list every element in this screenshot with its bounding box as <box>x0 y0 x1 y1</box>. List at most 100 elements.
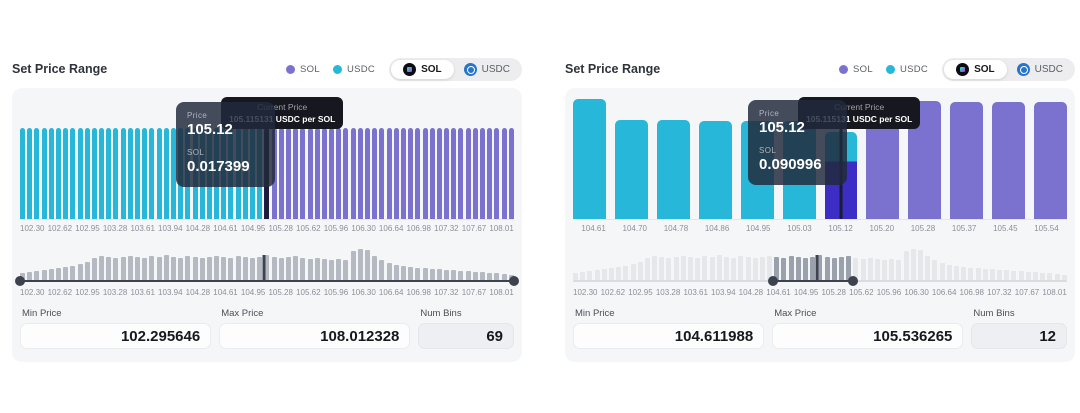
liquidity-bin-bar[interactable] <box>120 128 126 219</box>
liquidity-bin-bar[interactable] <box>48 128 54 219</box>
depth-bar <box>494 273 500 281</box>
liquidity-bin-bar[interactable] <box>127 128 133 219</box>
liquidity-bin-bar[interactable] <box>379 128 385 219</box>
liquidity-bin-bar[interactable] <box>84 128 90 219</box>
liquidity-bin-bar[interactable] <box>70 128 76 219</box>
liquidity-bin-bar[interactable] <box>63 128 69 219</box>
liquidity-bin-bar[interactable] <box>163 128 169 219</box>
brush-selection[interactable] <box>773 279 854 282</box>
max-price-input[interactable] <box>219 323 411 349</box>
brush-handle-left[interactable] <box>15 276 25 286</box>
brush-selection[interactable] <box>20 279 514 282</box>
liquidity-bin-bar[interactable] <box>386 128 392 219</box>
liquidity-bin-bar[interactable] <box>465 128 471 219</box>
liquidity-bin-bar[interactable] <box>300 128 306 219</box>
liquidity-bin-bar[interactable] <box>156 128 162 219</box>
liquidity-bin-bar[interactable] <box>113 128 119 219</box>
liquidity-bin-bar[interactable] <box>992 102 1026 219</box>
range-brush-slider[interactable] <box>15 248 519 286</box>
toggle-usdc-button[interactable]: USDC <box>1007 60 1073 79</box>
liquidity-bin-bar[interactable] <box>487 128 493 219</box>
liquidity-bin-bar[interactable] <box>321 128 327 219</box>
depth-bar <box>853 258 859 281</box>
depth-bar <box>472 272 478 281</box>
legend-label: SOL <box>853 63 873 75</box>
toggle-sol-button[interactable]: SOL <box>391 59 454 79</box>
depth-bar <box>142 258 148 281</box>
liquidity-bin-bar[interactable] <box>656 120 690 219</box>
liquidity-bin-bar[interactable] <box>343 128 349 219</box>
liquidity-bin-bar[interactable] <box>408 128 414 219</box>
liquidity-bin-bar[interactable] <box>106 128 112 219</box>
num-bins-input[interactable] <box>418 323 514 349</box>
liquidity-bin-bar[interactable] <box>135 128 140 219</box>
liquidity-bin-bar[interactable] <box>614 120 648 219</box>
liquidity-bin-bar[interactable] <box>422 128 428 219</box>
sol-dot-icon <box>286 64 296 74</box>
liquidity-bin-bar[interactable] <box>573 99 606 219</box>
min-price-input[interactable] <box>20 323 212 349</box>
liquidity-bin-bar[interactable] <box>336 128 342 219</box>
liquidity-bin-bar[interactable] <box>400 128 406 219</box>
liquidity-bin-bar[interactable] <box>480 128 485 219</box>
liquidity-bin-bar[interactable] <box>329 128 335 219</box>
max-price-input[interactable] <box>772 323 964 349</box>
range-brush-slider[interactable] <box>573 248 1067 286</box>
min-price-input[interactable] <box>573 323 765 349</box>
liquidity-bin-bar[interactable] <box>436 128 442 219</box>
toggle-sol-button[interactable]: SOL <box>944 59 1007 79</box>
liquidity-bin-bar[interactable] <box>99 128 105 219</box>
depth-bar <box>1040 273 1046 281</box>
liquidity-bin-bar[interactable] <box>1034 102 1068 219</box>
liquidity-bin-bar[interactable] <box>314 128 320 219</box>
depth-bar <box>616 267 622 281</box>
liquidity-bin-bar[interactable] <box>149 128 155 219</box>
depth-bar <box>860 259 866 281</box>
depth-bar <box>314 258 320 281</box>
liquidity-bin-bar[interactable] <box>285 128 291 219</box>
liquidity-bin-bar[interactable] <box>950 102 984 219</box>
liquidity-bin-bar[interactable] <box>20 128 25 219</box>
brush-handle-left[interactable] <box>768 276 779 286</box>
liquidity-bin-bar[interactable] <box>77 128 83 219</box>
liquidity-chart[interactable]: Current Price 105.115131 USDC per SOL Pr… <box>20 88 514 220</box>
liquidity-bin-bar[interactable] <box>55 128 61 219</box>
liquidity-bin-bar[interactable] <box>350 128 356 219</box>
brush-handle-right[interactable] <box>509 276 519 286</box>
liquidity-bin-bar[interactable] <box>451 128 457 219</box>
liquidity-bin-bar[interactable] <box>429 128 435 219</box>
liquidity-bin-bar[interactable] <box>357 128 363 219</box>
liquidity-bin-bar[interactable] <box>170 128 176 219</box>
depth-bar <box>271 257 277 281</box>
liquidity-bin-bar[interactable] <box>458 128 464 219</box>
liquidity-bin-bar[interactable] <box>501 128 507 219</box>
liquidity-bin-bar[interactable] <box>41 128 47 219</box>
depth-bar <box>41 270 47 281</box>
liquidity-bin-bar[interactable] <box>34 128 40 219</box>
liquidity-bin-bar[interactable] <box>27 128 33 219</box>
liquidity-bin-bar[interactable] <box>142 128 148 219</box>
liquidity-bin-bar[interactable] <box>278 128 284 219</box>
toggle-usdc-button[interactable]: USDC <box>454 60 520 79</box>
liquidity-bin-bar[interactable] <box>444 128 450 219</box>
liquidity-bin-bar[interactable] <box>293 128 299 219</box>
liquidity-bin-bar[interactable] <box>307 128 313 219</box>
liquidity-bin-bar[interactable] <box>393 128 399 219</box>
liquidity-bin-bar[interactable] <box>494 128 500 219</box>
liquidity-bin-bar[interactable] <box>365 128 370 219</box>
liquidity-bin-bar[interactable] <box>91 128 97 219</box>
liquidity-bin-bar[interactable] <box>415 128 421 219</box>
num-bins-input[interactable] <box>971 323 1067 349</box>
depth-bar <box>903 251 909 281</box>
tooltip-amount-value: 0.090996 <box>759 156 822 173</box>
depth-bar <box>982 269 988 281</box>
liquidity-bin-bar[interactable] <box>472 128 478 219</box>
depth-bar <box>695 258 701 281</box>
brush-handle-right[interactable] <box>848 276 859 286</box>
liquidity-bin-bar[interactable] <box>698 121 732 219</box>
depth-bar <box>293 256 299 281</box>
liquidity-bin-bar[interactable] <box>372 128 378 219</box>
liquidity-chart[interactable]: Current Price 105.115131 USDC per SOL Pr… <box>573 88 1068 220</box>
num-bins-label: Num Bins <box>973 308 1015 319</box>
liquidity-bin-bar[interactable] <box>508 128 514 219</box>
